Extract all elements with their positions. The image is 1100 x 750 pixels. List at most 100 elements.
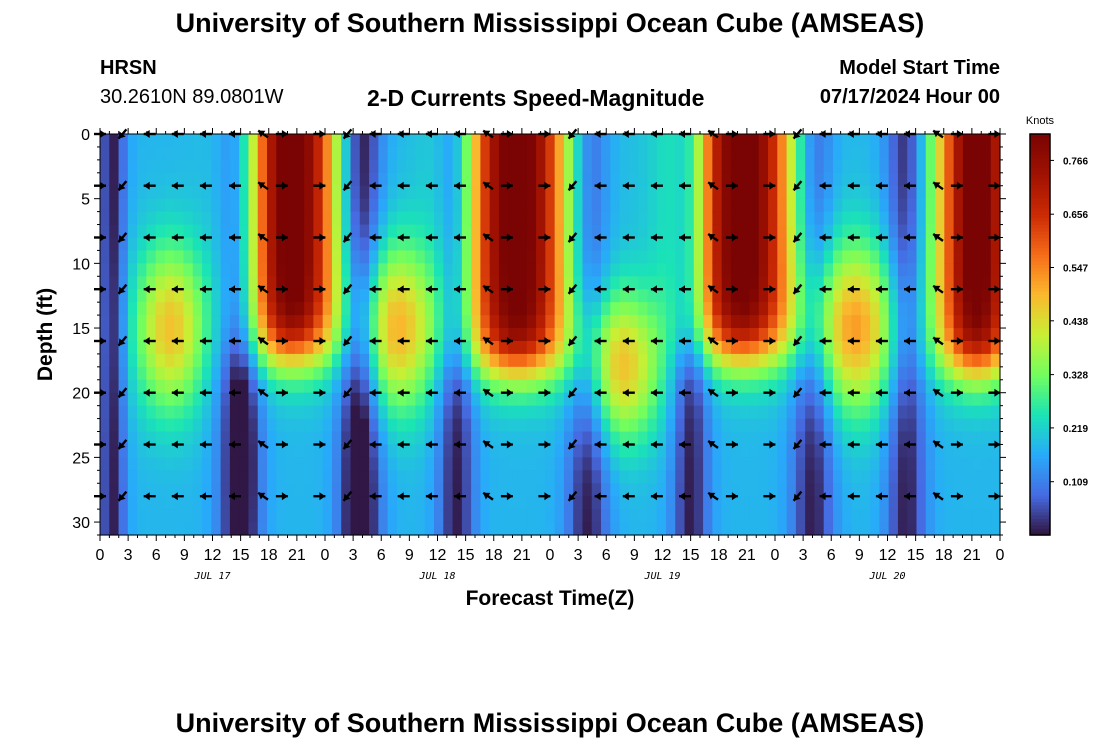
heatmap-cell xyxy=(935,224,945,239)
heatmap-cell xyxy=(239,263,250,277)
colorbar-segment xyxy=(1030,137,1050,142)
colorbar-segment xyxy=(1030,277,1050,282)
heatmap-cell xyxy=(721,418,732,433)
heatmap-cell xyxy=(628,522,639,536)
current-arrow xyxy=(792,180,803,192)
heatmap-cell xyxy=(164,444,175,458)
heatmap-cell xyxy=(257,134,268,148)
heatmap-cell xyxy=(202,483,212,497)
heatmap-cell xyxy=(554,328,565,342)
heatmap-cell xyxy=(730,328,741,342)
heatmap-cell xyxy=(220,224,231,239)
heatmap-cell xyxy=(944,211,955,226)
heatmap-cell xyxy=(508,457,519,471)
heatmap-cell xyxy=(730,496,741,510)
heatmap-cell xyxy=(647,159,658,174)
heatmap-cell xyxy=(517,224,528,239)
heatmap-cell xyxy=(795,431,806,446)
heatmap-cell xyxy=(814,302,825,316)
heatmap-cell xyxy=(628,353,639,368)
heatmap-cell xyxy=(962,250,973,264)
heatmap-cell xyxy=(183,315,194,329)
current-arrow xyxy=(482,336,494,346)
heatmap-cell xyxy=(359,237,370,252)
heatmap-cell xyxy=(591,289,602,303)
heatmap-cell xyxy=(164,237,175,252)
heatmap-cell xyxy=(693,263,704,277)
heatmap-cell xyxy=(990,470,1001,484)
heatmap-cell xyxy=(693,457,704,471)
heatmap-cell xyxy=(396,457,407,471)
heatmap-cell xyxy=(656,470,667,484)
heatmap-cell xyxy=(953,379,964,394)
heatmap-cell xyxy=(805,146,816,161)
colorbar-segment xyxy=(1030,331,1050,336)
colorbar-segment xyxy=(1030,441,1050,446)
heatmap-cell xyxy=(712,340,723,355)
x-tick-label: 15 xyxy=(682,547,700,564)
heatmap-cell xyxy=(369,340,379,355)
x-tick-label: 3 xyxy=(349,547,358,564)
heatmap-cell xyxy=(146,289,157,303)
heatmap-cell xyxy=(146,496,157,510)
heatmap-cell xyxy=(563,328,574,342)
heatmap-cell xyxy=(981,185,992,200)
heatmap-cell xyxy=(248,185,259,200)
heatmap-cell xyxy=(675,509,686,523)
heatmap-cell xyxy=(786,509,797,523)
heatmap-cell xyxy=(322,522,333,536)
heatmap-cell xyxy=(786,237,797,252)
heatmap-cell xyxy=(220,172,231,187)
heatmap-cell xyxy=(378,198,389,213)
heatmap-cell xyxy=(276,224,287,239)
heatmap-cell xyxy=(870,405,880,420)
current-arrow xyxy=(594,388,607,397)
colorbar-segment xyxy=(1030,324,1050,329)
heatmap-cell xyxy=(229,366,240,381)
heatmap-cell xyxy=(183,353,194,368)
heatmap-cell xyxy=(350,418,361,433)
heatmap-cell xyxy=(563,483,574,497)
current-arrow xyxy=(538,233,551,242)
heatmap-cell xyxy=(823,496,834,510)
heatmap-cell xyxy=(721,366,732,381)
heatmap-cell xyxy=(721,522,732,536)
heatmap-cell xyxy=(471,444,482,458)
heatmap-cell xyxy=(248,522,259,536)
heatmap-cell xyxy=(647,392,658,407)
heatmap-cell xyxy=(369,522,379,536)
heatmap-cell xyxy=(962,431,973,446)
heatmap-cell xyxy=(517,289,528,303)
current-arrow xyxy=(117,335,128,347)
heatmap-cell xyxy=(146,392,157,407)
heatmap-cell xyxy=(489,276,500,290)
heatmap-cell xyxy=(638,340,649,355)
current-arrow xyxy=(904,388,916,397)
heatmap-cell xyxy=(211,263,222,277)
heatmap-cell xyxy=(675,159,686,174)
heatmap-cell xyxy=(359,172,370,187)
heatmap-cell xyxy=(619,237,630,252)
heatmap-cell xyxy=(805,418,816,433)
heatmap-cell xyxy=(684,134,695,148)
heatmap-cell xyxy=(990,340,1001,355)
current-arrow xyxy=(313,337,326,345)
heatmap-cell xyxy=(267,392,277,407)
heatmap-cell xyxy=(192,224,203,239)
heatmap-cell xyxy=(591,302,602,316)
heatmap-cell xyxy=(350,328,361,342)
current-arrow xyxy=(454,285,466,294)
heatmap-cell xyxy=(721,483,732,497)
heatmap-cell xyxy=(925,470,936,484)
current-arrow xyxy=(257,440,269,449)
heatmap-cell xyxy=(990,353,1001,368)
heatmap-cell xyxy=(276,522,287,536)
heatmap-cell xyxy=(220,522,231,536)
heatmap-cell xyxy=(406,146,417,161)
heatmap-cell xyxy=(146,134,157,148)
heatmap-cell xyxy=(795,328,806,342)
heatmap-cell xyxy=(267,483,277,497)
heatmap-cell xyxy=(331,237,342,252)
colorbar-segment xyxy=(1030,394,1050,399)
heatmap-cell xyxy=(814,366,825,381)
